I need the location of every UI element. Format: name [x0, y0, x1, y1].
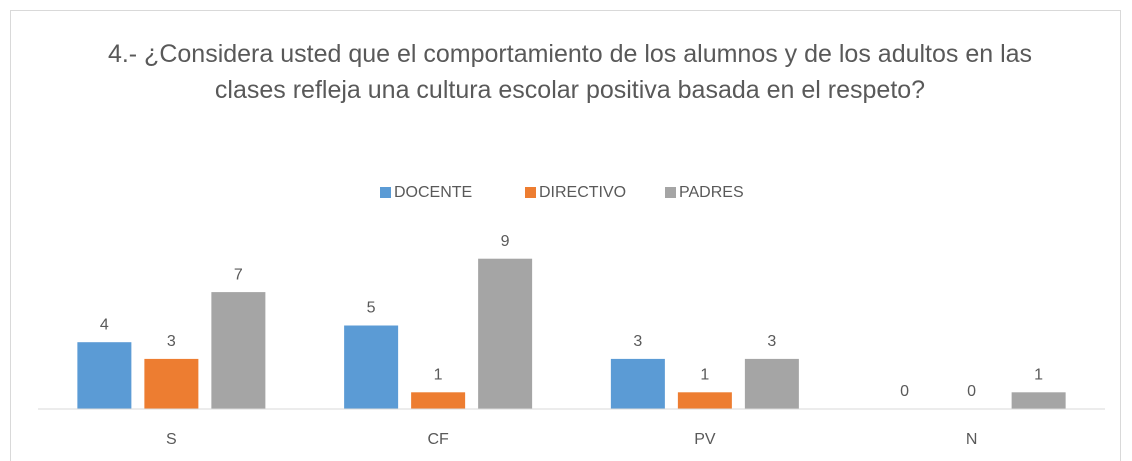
legend-label: DIRECTIVO [539, 184, 626, 201]
x-tick-label: PV [694, 431, 716, 448]
legend-label: PADRES [679, 184, 744, 201]
data-label: 0 [900, 383, 909, 400]
chart-title: 4.- ¿Considera usted que el comportamien… [107, 40, 1033, 104]
bar [677, 392, 732, 409]
data-label: 7 [234, 266, 243, 283]
data-label: 0 [967, 383, 976, 400]
data-label: 4 [100, 316, 109, 333]
data-label: 1 [434, 367, 443, 384]
data-label: 5 [367, 300, 376, 317]
legend-swatch [525, 187, 536, 198]
bar [77, 342, 132, 409]
legend-label: DOCENTE [394, 184, 472, 201]
bar [744, 358, 799, 409]
data-label: 1 [1034, 367, 1043, 384]
bar [478, 258, 533, 409]
data-label: 3 [633, 333, 642, 350]
bar [344, 325, 399, 409]
legend-swatch [380, 187, 391, 198]
data-label: 3 [167, 333, 176, 350]
data-label: 3 [767, 333, 776, 350]
legend-swatch [665, 187, 676, 198]
x-tick-label: S [166, 431, 177, 448]
bar [211, 292, 266, 409]
bar [144, 358, 199, 409]
chart-border [10, 10, 1121, 461]
bar [1011, 392, 1066, 409]
data-label: 9 [501, 233, 510, 250]
data-label: 1 [700, 367, 709, 384]
bar [411, 392, 466, 409]
x-tick-label: CF [427, 431, 449, 448]
x-tick-label: N [966, 431, 978, 448]
bar [610, 358, 665, 409]
